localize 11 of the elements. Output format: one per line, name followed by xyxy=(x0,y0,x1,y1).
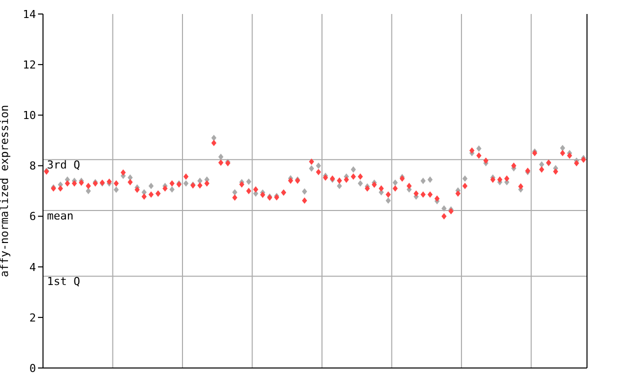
y-tick-label: 8 xyxy=(29,160,36,173)
y-tick-label: 6 xyxy=(29,210,36,224)
y-tick-label: 0 xyxy=(29,362,36,375)
ref-line-label: mean xyxy=(47,209,74,222)
y-tick-label: 12 xyxy=(22,58,36,72)
y-tick-label: 14 xyxy=(22,8,36,21)
y-tick-label: 4 xyxy=(29,260,36,274)
y-tick-label: 10 xyxy=(22,109,36,122)
ref-line-label: 1st Q xyxy=(47,275,80,288)
ref-line-label: 3rd Q xyxy=(47,158,80,172)
y-tick-label: 2 xyxy=(29,311,36,324)
